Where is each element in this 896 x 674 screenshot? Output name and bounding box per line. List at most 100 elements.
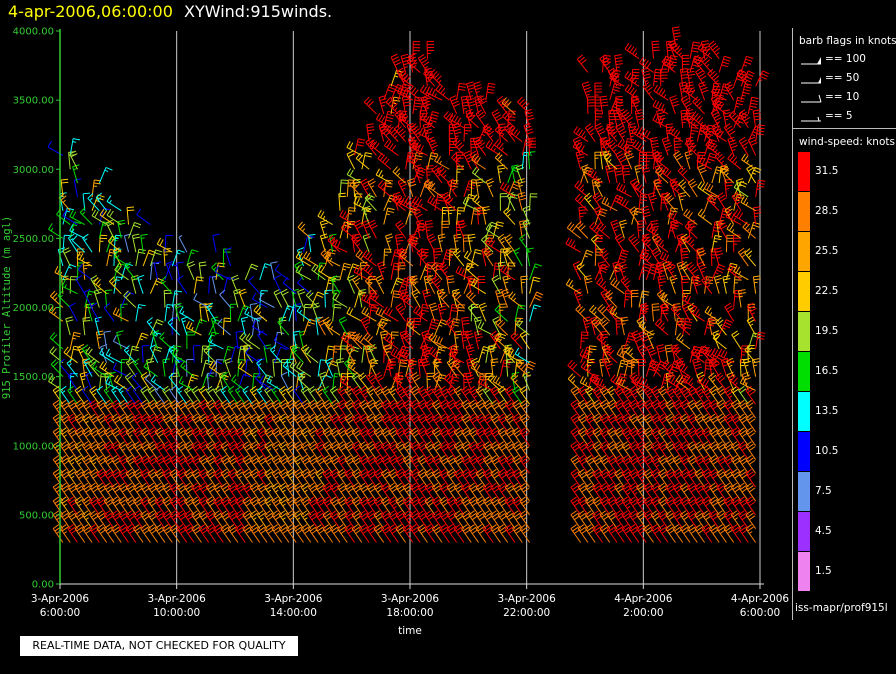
wind-barb [374,371,385,391]
barb-feather [74,455,82,460]
barb-staff [60,179,64,197]
barb-feather [78,448,82,451]
barb-feather [375,112,381,120]
barb-feather [250,303,258,305]
barb-feather [353,265,358,273]
barb-feather [98,512,105,518]
barb-feather [304,306,312,309]
barb-feather [302,416,309,421]
barb-feather [149,512,156,518]
barb-feather [191,441,198,447]
wind-barb [49,290,64,308]
barb-staff [87,197,100,212]
barb-feather [198,427,206,433]
barb-feather [162,455,169,460]
barb-feather [127,485,134,490]
barb-feather [154,413,162,419]
wind-barb [220,524,232,543]
barb-feather [213,468,220,474]
barb-feather [300,257,304,261]
barb-feather [382,402,390,408]
barb-feather [174,345,182,348]
barb-feather [377,152,383,159]
barb-feather [154,261,162,264]
barb-feather [369,271,373,276]
wind-barb [144,373,159,391]
barb-feather [403,101,411,104]
wind-barb [89,524,100,543]
barb-feather [215,471,222,477]
barb-feather [396,239,404,242]
barb-staff [176,262,181,280]
wind-barb [96,455,108,474]
barb-feather [270,261,278,264]
barb-staff [98,221,104,239]
barb-feather [330,325,334,330]
barb-staff [131,377,144,391]
barb-feather [411,388,419,394]
barb-staff [154,390,166,405]
barb-feather [289,531,294,534]
barb-feather [138,304,146,307]
barb-feather [193,512,200,518]
barb-feather [318,420,323,424]
barb-feather [392,56,399,61]
barb-feather [133,510,140,516]
barb-feather [171,443,178,449]
barb-feather [408,53,416,57]
barb-feather [365,334,371,341]
wind-barb [179,306,195,322]
barb-feather [60,482,67,488]
barb-feather [364,155,372,158]
barb-feather [273,471,280,477]
barb-staff [215,262,219,280]
barb-feather [147,496,154,502]
barb-feather [105,485,112,490]
barb-feather [408,213,413,216]
barb-feather [191,496,198,502]
barb-feather [168,372,175,378]
barb-feather [340,319,347,324]
barb-feather [364,236,371,240]
wind-barb [224,247,233,267]
barb-staff [332,345,335,363]
barb-staff [208,332,213,350]
barb-feather [302,512,309,518]
barb-feather [185,321,190,328]
wind-barb [82,316,91,336]
wind-barb [229,303,238,322]
barb-feather [213,385,220,391]
barb-feather [235,482,242,488]
barb-feather [227,510,235,516]
barb-feather [240,362,245,370]
barb-feather [293,330,301,333]
barb-feather [61,178,69,181]
barb-feather [385,233,393,237]
barb-feather [133,224,141,229]
barb-feather [235,427,242,433]
barb-feather [61,390,66,394]
barb-feather [175,361,180,364]
barb-feather [338,526,346,532]
barb-feather [50,376,56,384]
wind-barb [125,358,137,377]
wind-barb [69,210,86,225]
barb-feather [140,371,148,377]
barb-feather [259,375,265,382]
wind-barb [217,318,231,336]
barb-feather [255,306,262,313]
barb-feather [61,457,69,463]
barb-feather [112,334,117,342]
barb-feather [215,388,222,394]
barb-feather [266,526,273,532]
barb-feather [390,457,397,463]
barb-feather [206,441,213,447]
barb-feather [112,307,117,315]
wind-barb [163,289,172,308]
barb-feather [154,427,162,433]
barb-feather [356,243,361,247]
barb-feather [304,489,308,493]
barb-feather [91,485,98,490]
barb-feather [133,441,140,447]
barb-feather [397,471,404,477]
